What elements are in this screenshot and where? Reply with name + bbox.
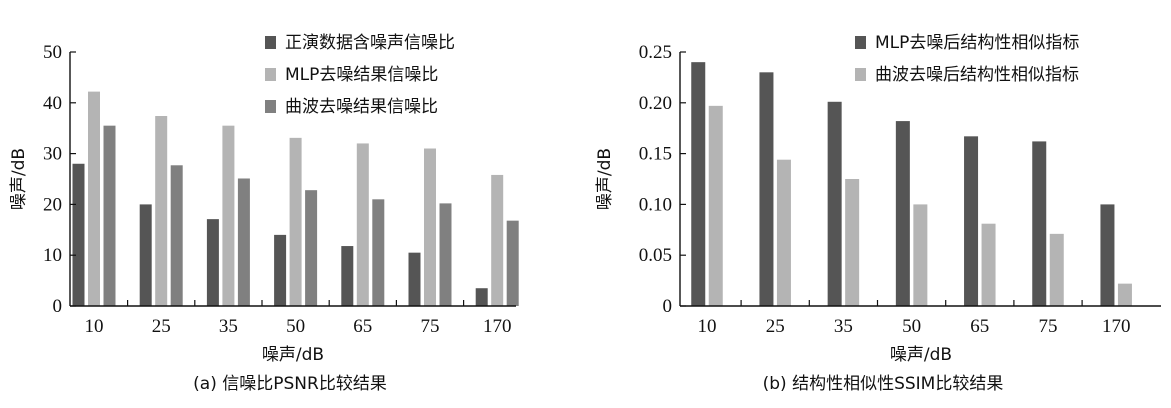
bar-1-0-6 xyxy=(1100,204,1115,306)
bar-1-0-5 xyxy=(1032,141,1047,306)
y-axis-label-1: 噪声/dB xyxy=(595,148,615,210)
bar-0-2-6 xyxy=(506,220,519,306)
y-tick-label-1-3: 0.15 xyxy=(639,144,672,165)
bar-1-1-5 xyxy=(1049,233,1064,306)
x-tick-label-0-3: 50 xyxy=(286,316,305,337)
bar-0-1-5 xyxy=(424,148,436,306)
bar-1-1-1 xyxy=(776,159,791,306)
x-tick-label-1-4: 65 xyxy=(970,316,989,337)
bar-0-0-1 xyxy=(139,204,152,306)
bar-0-2-0 xyxy=(103,125,116,306)
chart-caption-1: (b) 结构性相似性SSIM比较结果 xyxy=(763,374,1004,394)
y-tick-label-0-5: 50 xyxy=(43,42,62,63)
x-tick-label-0-2: 35 xyxy=(219,316,238,337)
x-tick-label-1-3: 50 xyxy=(902,316,921,337)
bar-0-2-1 xyxy=(170,165,183,306)
y-tick-label-1-0: 0 xyxy=(663,296,673,317)
bar-0-1-1 xyxy=(155,116,168,307)
y-tick-label-1-2: 0.10 xyxy=(639,194,672,215)
bar-1-0-4 xyxy=(964,136,979,306)
bar-1-1-4 xyxy=(981,223,996,306)
bar-1-0-1 xyxy=(759,72,774,306)
bar-0-1-2 xyxy=(222,125,235,306)
x-tick-label-1-6: 170 xyxy=(1102,316,1131,337)
bar-1-1-6 xyxy=(1117,283,1132,306)
y-tick-label-1-5: 0.25 xyxy=(639,42,672,63)
bar-0-2-5 xyxy=(439,203,452,306)
legend-label-0-1: MLP去噪结果信噪比 xyxy=(285,65,438,85)
bar-0-0-3 xyxy=(274,234,287,306)
x-tick-label-0-4: 65 xyxy=(353,316,372,337)
y-tick-label-1-1: 0.05 xyxy=(639,245,672,266)
legend-label-0-2: 曲波去噪结果信噪比 xyxy=(285,97,438,117)
chart-caption-0: (a) 信噪比PSNR比较结果 xyxy=(193,374,387,394)
bar-1-1-3 xyxy=(913,204,928,306)
bar-0-0-6 xyxy=(475,288,488,306)
y-tick-label-1-4: 0.20 xyxy=(639,93,672,114)
legend-label-1-0: MLP去噪后结构性相似指标 xyxy=(875,33,1079,53)
bar-0-0-4 xyxy=(341,246,354,306)
x-tick-label-1-2: 35 xyxy=(834,316,853,337)
chart-panel-1: 0 0.05 0.10 0.15 0.20 0.25 10 25 35 50 65 75 170 噪声/d… xyxy=(595,33,1161,394)
legend-label-1-1: 曲波去噪后结构性相似指标 xyxy=(875,65,1079,85)
chart-panel-0: 0 10 20 30 40 50 10 25 35 50 65 75 170 噪声/dB 噪声/dB 正演数据… xyxy=(9,33,519,394)
x-axis-label-1: 噪声/dB xyxy=(890,345,952,365)
x-axis-label-0: 噪声/dB xyxy=(262,345,324,365)
bar-0-1-6 xyxy=(491,174,504,306)
legend-swatch-0-0 xyxy=(265,36,276,49)
x-tick-label-0-5: 75 xyxy=(421,316,440,337)
bar-0-2-2 xyxy=(237,178,250,306)
bar-0-1-0 xyxy=(88,91,100,307)
bar-0-2-3 xyxy=(305,190,318,306)
legend-swatch-0-2 xyxy=(265,100,276,113)
bar-0-2-4 xyxy=(372,199,385,306)
legend-swatch-0-1 xyxy=(265,68,276,81)
bar-0-0-2 xyxy=(206,219,219,306)
bar-1-0-2 xyxy=(827,101,842,306)
bar-0-1-4 xyxy=(356,143,369,306)
y-tick-label-0-2: 20 xyxy=(43,194,62,215)
x-tick-label-1-1: 25 xyxy=(766,316,785,337)
bar-1-0-0 xyxy=(691,62,706,306)
y-axis-label-0: 噪声/dB xyxy=(9,148,29,210)
x-tick-label-1-5: 75 xyxy=(1039,316,1058,337)
x-tick-label-0-1: 25 xyxy=(152,316,171,337)
bar-0-0-5 xyxy=(408,252,421,306)
y-tick-label-0-3: 30 xyxy=(43,144,62,165)
y-tick-label-0-4: 40 xyxy=(43,93,62,114)
bar-1-1-2 xyxy=(845,179,860,306)
bar-0-1-3 xyxy=(289,137,302,306)
y-tick-label-0-1: 10 xyxy=(43,245,62,266)
legend-label-0-0: 正演数据含噪声信噪比 xyxy=(285,33,455,53)
x-tick-label-1-0: 10 xyxy=(698,316,717,337)
bar-1-1-0 xyxy=(708,105,723,307)
bar-0-0-0 xyxy=(72,163,85,306)
legend-swatch-1-1 xyxy=(855,68,866,81)
bar-1-0-3 xyxy=(895,121,910,306)
x-tick-label-0-6: 170 xyxy=(483,316,512,337)
legend-swatch-1-0 xyxy=(855,36,866,49)
y-tick-label-0-0: 0 xyxy=(53,296,63,317)
x-tick-label-0-0: 10 xyxy=(85,316,104,337)
